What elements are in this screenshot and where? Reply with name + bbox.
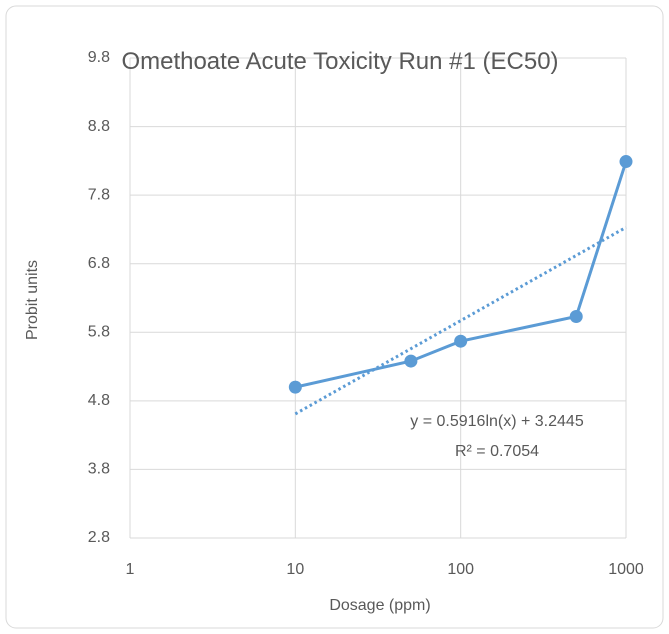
data-point xyxy=(569,310,583,324)
y-tick-label: 3.8 xyxy=(88,461,110,478)
y-tick-label: 7.8 xyxy=(88,186,110,203)
y-axis-label: Probit units xyxy=(24,260,41,340)
x-tick-label: 1000 xyxy=(608,561,644,578)
y-tick-label: 9.8 xyxy=(88,49,110,66)
x-axis-label: Dosage (ppm) xyxy=(329,597,430,614)
y-tick-label: 4.8 xyxy=(88,392,110,409)
trendline-equation: y = 0.5916ln(x) + 3.2445 xyxy=(410,413,584,430)
y-tick-label: 8.8 xyxy=(88,118,110,135)
chart-border xyxy=(5,5,664,629)
y-tick-label: 6.8 xyxy=(88,255,110,272)
chart-title: Omethoate Acute Toxicity Run #1 (EC50) xyxy=(121,48,559,75)
x-tick-label: 10 xyxy=(286,561,304,578)
y-tick-label: 5.8 xyxy=(88,324,110,341)
x-tick-label: 100 xyxy=(447,561,474,578)
trendline-equation: R² = 0.7054 xyxy=(455,443,539,460)
data-point xyxy=(404,354,418,368)
data-point xyxy=(288,380,302,394)
data-point xyxy=(619,155,633,169)
y-tick-label: 2.8 xyxy=(88,529,110,546)
x-tick-label: 1 xyxy=(126,561,135,578)
data-point xyxy=(454,334,468,348)
